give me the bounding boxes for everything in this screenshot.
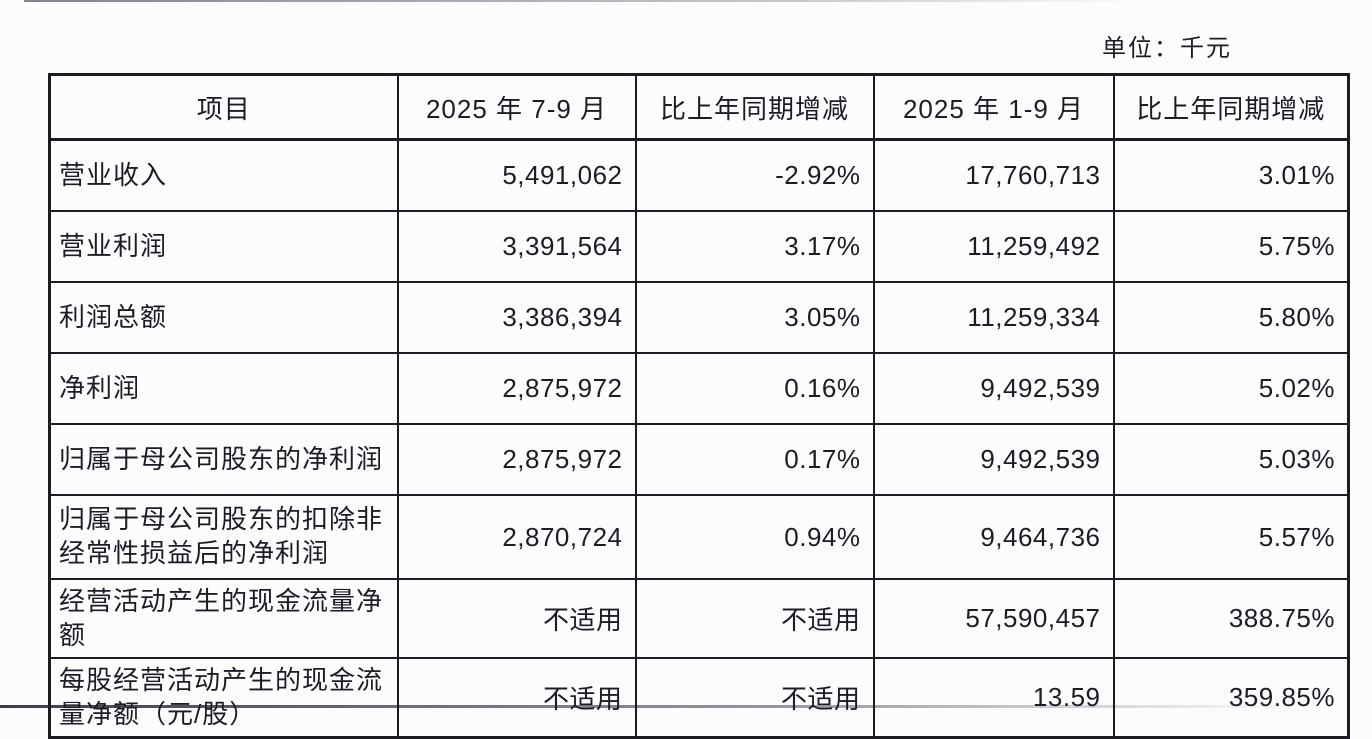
- value-cell: 9,492,539: [872, 352, 1115, 425]
- unit-label: 单位：千元: [1102, 35, 1232, 62]
- value-cell: 3,391,564: [396, 210, 637, 283]
- item-cell: 归属于母公司股东的净利润: [48, 423, 399, 496]
- column-header-ytd-yoy: 比上年同期增减: [1112, 73, 1350, 141]
- column-header-q3-yoy: 比上年同期增减: [634, 73, 875, 141]
- item-cell: 经营活动产生的现金流量净额: [48, 578, 399, 659]
- value-cell: 5,491,062: [396, 138, 637, 212]
- value-cell: 3,386,394: [396, 281, 637, 354]
- value-cell: 359.85%: [1112, 657, 1350, 739]
- value-cell: 5.03%: [1112, 423, 1350, 496]
- item-cell: 营业利润: [48, 210, 399, 283]
- value-cell: 0.16%: [634, 352, 875, 425]
- value-cell: 2,875,972: [396, 352, 637, 425]
- table-row: 营业利润 3,391,564 3.17% 11,259,492 5.75%: [48, 210, 1350, 283]
- value-cell: -2.92%: [634, 138, 875, 212]
- table-row: 归属于母公司股东的扣除非经常性损益后的净利润 2,870,724 0.94% 9…: [48, 494, 1350, 580]
- value-cell: 9,464,736: [872, 494, 1115, 580]
- item-cell: 利润总额: [48, 281, 399, 354]
- item-cell: 每股经营活动产生的现金流量净额（元/股）: [48, 657, 399, 739]
- value-cell: 0.17%: [634, 423, 875, 496]
- value-cell: 3.01%: [1112, 138, 1350, 212]
- value-cell: 3.05%: [634, 281, 875, 354]
- value-cell: 9,492,539: [872, 423, 1115, 496]
- column-header-item: 项目: [48, 73, 399, 141]
- value-cell: 5.57%: [1112, 494, 1350, 580]
- value-cell: 5.75%: [1112, 210, 1350, 283]
- table-row: 利润总额 3,386,394 3.05% 11,259,334 5.80%: [48, 281, 1350, 354]
- value-cell: 17,760,713: [872, 138, 1115, 212]
- value-cell: 57,590,457: [872, 578, 1115, 659]
- financial-summary-table: 项目 2025 年 7-9 月 比上年同期增减 2025 年 1-9 月 比上年…: [48, 73, 1350, 739]
- value-cell: 5.80%: [1112, 281, 1350, 354]
- table-header-row: 项目 2025 年 7-9 月 比上年同期增减 2025 年 1-9 月 比上年…: [48, 73, 1350, 141]
- top-edge-line: [24, 0, 1144, 2]
- column-header-q3-period: 2025 年 7-9 月: [396, 73, 637, 141]
- value-cell: 不适用: [634, 578, 875, 659]
- value-cell: 2,875,972: [396, 423, 637, 496]
- value-cell: 11,259,492: [872, 210, 1115, 283]
- value-cell: 388.75%: [1112, 578, 1350, 659]
- value-cell: 2,870,724: [396, 494, 637, 580]
- table-row: 营业收入 5,491,062 -2.92% 17,760,713 3.01%: [48, 138, 1350, 212]
- value-cell: 13.59: [872, 657, 1115, 739]
- table-row: 每股经营活动产生的现金流量净额（元/股） 不适用 不适用 13.59 359.8…: [48, 657, 1350, 739]
- item-cell: 净利润: [48, 352, 399, 425]
- value-cell: 0.94%: [634, 494, 875, 580]
- table-row: 经营活动产生的现金流量净额 不适用 不适用 57,590,457 388.75%: [48, 578, 1350, 659]
- table-row: 归属于母公司股东的净利润 2,875,972 0.17% 9,492,539 5…: [48, 423, 1350, 496]
- value-cell: 不适用: [396, 657, 637, 739]
- value-cell: 3.17%: [634, 210, 875, 283]
- value-cell: 不适用: [396, 578, 637, 659]
- column-header-ytd-period: 2025 年 1-9 月: [872, 73, 1115, 141]
- value-cell: 11,259,334: [872, 281, 1115, 354]
- value-cell: 不适用: [634, 657, 875, 739]
- table-row: 净利润 2,875,972 0.16% 9,492,539 5.02%: [48, 352, 1350, 425]
- item-cell: 营业收入: [48, 138, 399, 212]
- item-cell: 归属于母公司股东的扣除非经常性损益后的净利润: [48, 494, 399, 580]
- value-cell: 5.02%: [1112, 352, 1350, 425]
